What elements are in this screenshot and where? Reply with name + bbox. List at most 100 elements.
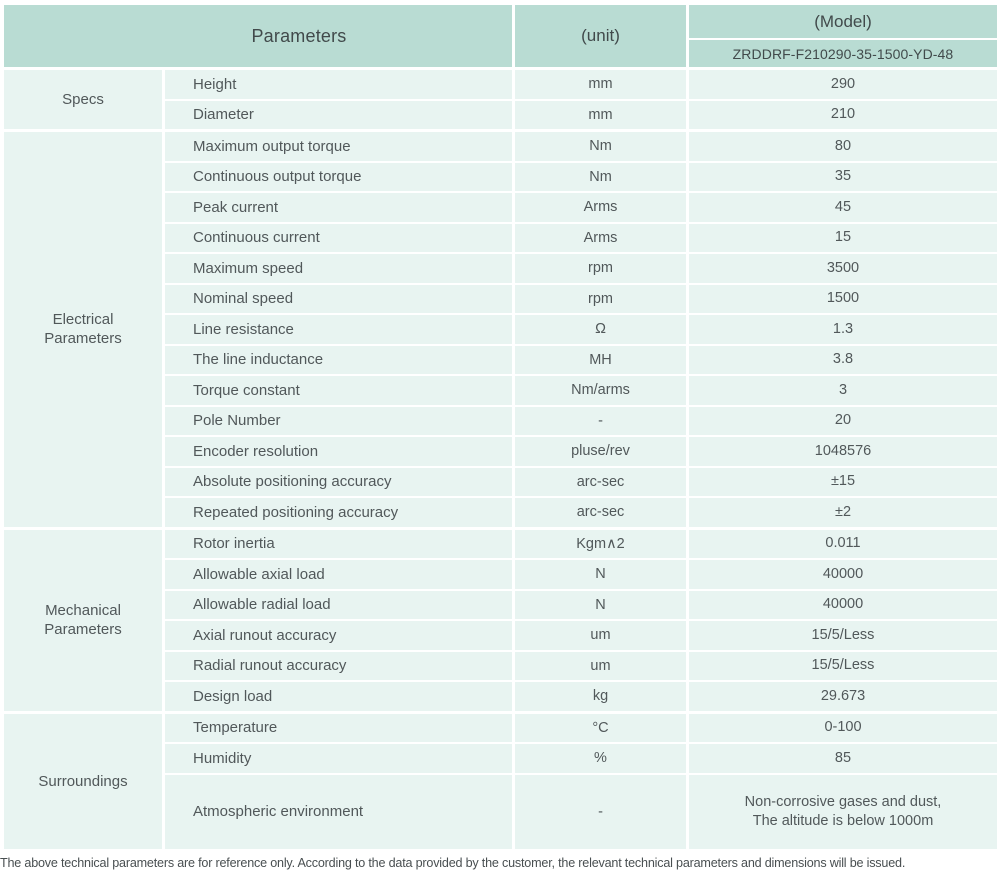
value-cell: 1.3 [689, 315, 997, 344]
table-body: Specs Height mm 290 Diameter mm 210 Electrical … [4, 70, 997, 849]
param-name-cell: Pole Number [165, 406, 512, 435]
param-name-cell: Maximum output torque [165, 132, 512, 161]
unit-cell: Nm/arms [515, 376, 686, 405]
value-cell: 45 [689, 193, 997, 222]
value-cell: 210 [689, 100, 997, 129]
unit-cell: um [515, 651, 686, 680]
table-row: Design load kg 29.673 [165, 682, 997, 711]
value-cell: 3500 [689, 254, 997, 283]
table-row: Pole Number -20 [165, 406, 997, 435]
unit-cell: um [515, 621, 686, 650]
table-row: Maximum output torque Nm 80 [165, 132, 997, 161]
table-row: Torque constant Nm/arms 3 [165, 376, 997, 405]
section-surroundings: Surroundings Temperature °C 0-100 Humidity% 8… [4, 713, 997, 849]
unit-cell: °C [515, 713, 686, 742]
value-cell: 35 [689, 162, 997, 191]
section-rows: Height mm 290 Diameter mm 210 [165, 70, 997, 129]
unit-cell: pluse/rev [515, 437, 686, 466]
param-name-cell: Design load [165, 682, 512, 711]
table-row: Rotor inertia Kgm∧2 0.011 [165, 529, 997, 558]
section-rows: Temperature °C 0-100 Humidity% 85 Atmospheric… [165, 713, 997, 849]
value-cell: 80 [689, 132, 997, 161]
unit-cell: rpm [515, 254, 686, 283]
unit-cell: arc-sec [515, 467, 686, 496]
section-rows: Maximum output torque Nm 80 Continuous outp… [165, 132, 997, 527]
table-row: Peak current Arms 45 [165, 193, 997, 222]
value-cell: 29.673 [689, 682, 997, 711]
unit-cell: mm [515, 100, 686, 129]
param-name-cell: Rotor inertia [165, 529, 512, 558]
table-row: Allowable axial load N 40000 [165, 560, 997, 589]
param-name-cell: Allowable axial load [165, 560, 512, 589]
section-label: Mechanical Parameters [4, 529, 162, 711]
value-cell: 3.8 [689, 345, 997, 374]
table-row: Temperature °C 0-100 [165, 713, 997, 742]
table-row: Humidity% 85 [165, 744, 997, 773]
section-label: Surroundings [4, 713, 162, 849]
unit-cell: Ω [515, 315, 686, 344]
unit-cell: N [515, 560, 686, 589]
header-model: (Model) ZRDDRF-F210290-35-1500-YD-48 [689, 5, 997, 67]
param-name-cell: Peak current [165, 193, 512, 222]
table-row: Maximum speed rpm 3500 [165, 254, 997, 283]
param-name-cell: Continuous current [165, 223, 512, 252]
value-cell: 1048576 [689, 437, 997, 466]
section-electrical-parameters: Electrical Parameters Maximum output torq… [4, 132, 997, 527]
table-row: Nominal speed rpm 1500 [165, 284, 997, 313]
param-name-cell: Temperature [165, 713, 512, 742]
param-name-cell: Maximum speed [165, 254, 512, 283]
table-row: Continuous current Arms 15 [165, 223, 997, 252]
param-name-cell: Encoder resolution [165, 437, 512, 466]
table-row: Height mm 290 [165, 70, 997, 99]
table-header: Parameters (unit) (Model) ZRDDRF-F210290… [4, 5, 997, 67]
section-rows: Rotor inertia Kgm∧2 0.011 Allowable axial l… [165, 529, 997, 711]
section-mechanical-parameters: Mechanical Parameters Rotor inertia Kgm∧2 0… [4, 529, 997, 711]
param-name-cell: Axial runout accuracy [165, 621, 512, 650]
value-cell: 20 [689, 406, 997, 435]
table-row: Repeated positioning accuracy arc-sec ±2 [165, 498, 997, 527]
section-specs: Specs Height mm 290 Diameter mm 210 [4, 70, 997, 129]
value-cell: ±2 [689, 498, 997, 527]
header-parameters: Parameters [4, 5, 512, 67]
footer-note: The above technical parameters are for r… [0, 856, 906, 870]
unit-cell: N [515, 590, 686, 619]
table-row: Radial runout accuracy um 15/5/Less [165, 651, 997, 680]
param-name-cell: Diameter [165, 100, 512, 129]
unit-cell: Arms [515, 193, 686, 222]
param-name-cell: Line resistance [165, 315, 512, 344]
header-model-value: ZRDDRF-F210290-35-1500-YD-48 [689, 40, 997, 67]
unit-cell: kg [515, 682, 686, 711]
table-row: Continuous output torque Nm 35 [165, 162, 997, 191]
value-cell: 290 [689, 70, 997, 99]
param-name-cell: Torque constant [165, 376, 512, 405]
value-cell: 40000 [689, 590, 997, 619]
table-row: The line inductance MH 3.8 [165, 345, 997, 374]
value-cell: 3 [689, 376, 997, 405]
param-name-cell: Height [165, 70, 512, 99]
table-row: Diameter mm 210 [165, 100, 997, 129]
param-name-cell: Absolute positioning accuracy [165, 467, 512, 496]
unit-cell: - [515, 406, 686, 435]
value-cell: 0.011 [689, 529, 997, 558]
table-row: Encoder resolution pluse/rev 1048576 [165, 437, 997, 466]
value-cell: 1500 [689, 284, 997, 313]
header-unit: (unit) [515, 5, 686, 67]
value-cell: 15 [689, 223, 997, 252]
header-model-label: (Model) [689, 5, 997, 38]
param-name-cell: Continuous output torque [165, 162, 512, 191]
unit-cell: rpm [515, 284, 686, 313]
param-name-cell: Humidity [165, 744, 512, 773]
value-cell: 85 [689, 744, 997, 773]
table-row: Atmospheric environment - Non-corrosive ga… [165, 774, 997, 849]
unit-cell: Nm [515, 132, 686, 161]
parameters-table: Parameters (unit) (Model) ZRDDRF-F210290… [4, 5, 997, 849]
table-row: Absolute positioning accuracy arc-sec ±15 [165, 467, 997, 496]
unit-cell: Nm [515, 162, 686, 191]
value-cell: 40000 [689, 560, 997, 589]
unit-cell: mm [515, 70, 686, 99]
value-cell: 0-100 [689, 713, 997, 742]
unit-cell: - [515, 774, 686, 849]
param-name-cell: The line inductance [165, 345, 512, 374]
unit-cell: Arms [515, 223, 686, 252]
value-cell: 15/5/Less [689, 621, 997, 650]
